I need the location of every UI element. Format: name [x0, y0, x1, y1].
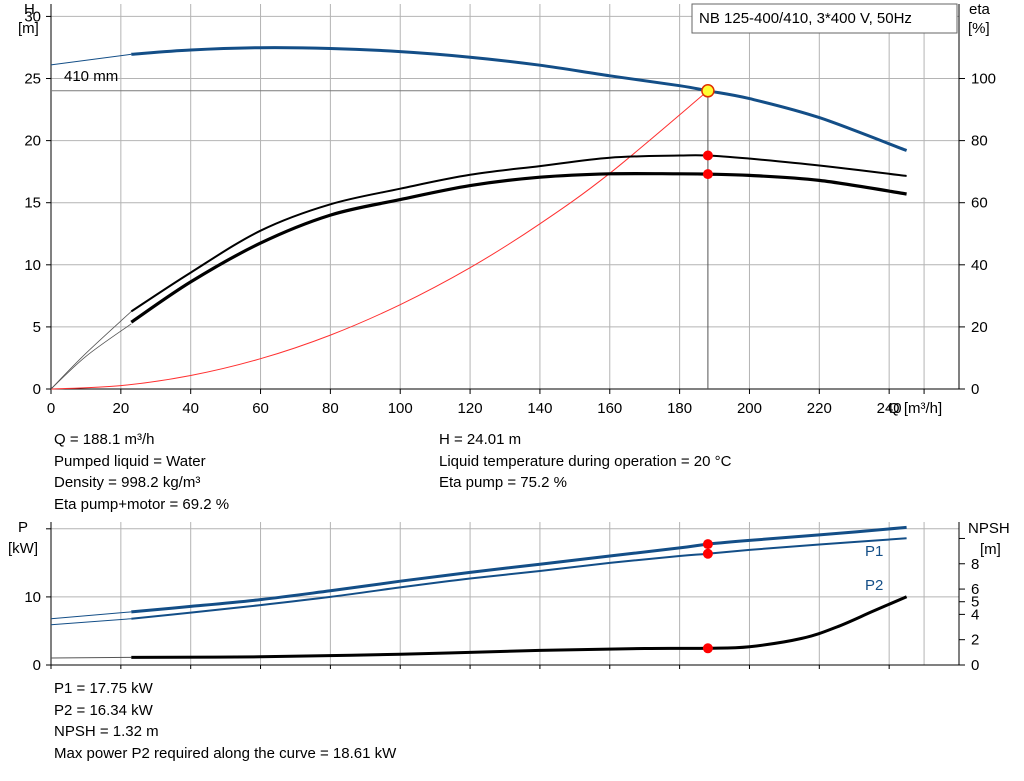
series-P1 — [131, 525, 907, 614]
y-axis-label-left: P — [18, 519, 28, 536]
tick-label-x: 80 — [322, 400, 339, 417]
series-NPSH-extension — [50, 656, 132, 659]
series-system-curve — [50, 90, 709, 390]
x-axis-label: Q [m³/h] — [888, 400, 942, 417]
result-head: H = 24.01 m — [439, 431, 522, 448]
result-temperature: Liquid temperature during operation = 20… — [439, 452, 732, 470]
tick-label-left: 5 — [33, 319, 41, 336]
series-eta_pump_motor-extension — [50, 323, 132, 390]
series-NPSH — [131, 595, 908, 659]
tick-label-left: 0 — [33, 381, 41, 398]
op-marker-NPSH — [702, 643, 713, 654]
tick-label-x: 0 — [47, 400, 55, 417]
op-marker-eta-pump — [702, 150, 713, 161]
tick-label-right: 60 — [971, 195, 988, 212]
results-top-right: H = 24.01 m Liquid temperature during op… — [439, 429, 731, 494]
tick-label-x: 200 — [737, 400, 762, 417]
tick-label-left: 20 — [24, 133, 41, 150]
y-axis-label-left: H — [24, 1, 35, 18]
op-marker-P2 — [702, 548, 713, 559]
result-max-p2: Max power P2 required along the curve = … — [54, 744, 397, 762]
tick-label-x: 120 — [458, 400, 483, 417]
tick-label-right: 4 — [971, 606, 979, 623]
series-eta_pump_motor — [130, 171, 907, 324]
series-H-extension — [50, 53, 132, 66]
tick-label-x: 20 — [113, 400, 130, 417]
tick-label-x: 100 — [388, 400, 413, 417]
result-p1: P1 = 17.75 kW — [54, 680, 153, 697]
tick-label-x: 240 — [877, 400, 902, 417]
tick-label-left: 25 — [24, 71, 41, 88]
tick-label-left: 10 — [24, 257, 41, 274]
impeller-label: 410 mm — [64, 68, 118, 85]
y-axis-unit-right: [m] — [980, 541, 1001, 558]
tick-label-right: 0 — [971, 381, 979, 398]
tick-label-x: 60 — [252, 400, 269, 417]
tick-label-left: 0 — [33, 657, 41, 674]
series-P1-extension — [50, 611, 132, 620]
tick-label-right: 5 — [971, 594, 979, 611]
result-eta-pump-motor: Eta pump+motor = 69.2 % — [54, 495, 230, 513]
title-box — [691, 3, 958, 34]
tick-label-x: 40 — [182, 400, 199, 417]
results-top-left: Q = 188.1 m³/h Pumped liquid = Water Den… — [54, 429, 229, 515]
tick-label-right: 0 — [971, 657, 979, 674]
op-marker-eta-pump-motor — [702, 169, 713, 180]
tick-label-right: 8 — [971, 556, 979, 573]
y-axis-unit-left: [kW] — [8, 540, 38, 557]
tick-label-left: 15 — [24, 195, 41, 212]
op-marker-P1 — [702, 539, 713, 550]
series-P2-extension — [50, 618, 132, 626]
tick-label-right: 20 — [971, 319, 988, 336]
tick-label-x: 220 — [807, 400, 832, 417]
y-axis-label-right: NPSH — [968, 520, 1010, 537]
y-axis-unit-right: [%] — [968, 20, 990, 37]
result-npsh: NPSH = 1.32 m — [54, 723, 159, 740]
series-label-P2: P2 — [865, 577, 883, 594]
y-axis-label-right: eta — [969, 1, 991, 18]
chart-title: NB 125-400/410, 3*400 V, 50Hz — [699, 10, 912, 27]
tick-label-x: 180 — [667, 400, 692, 417]
result-density: Density = 998.2 kg/m³ — [54, 474, 201, 491]
tick-label-right: 80 — [971, 133, 988, 150]
results-bottom: P1 = 17.75 kW P2 = 16.34 kW NPSH = 1.32 … — [54, 678, 396, 764]
tick-label-x: 140 — [527, 400, 552, 417]
series-eta_pump — [130, 154, 907, 313]
y-axis-unit-left: [m] — [18, 20, 39, 37]
result-eta-pump: Eta pump = 75.2 % — [439, 474, 567, 491]
tick-label-left: 10 — [24, 589, 41, 606]
series-eta_pump-extension — [50, 311, 132, 390]
op-marker-H — [701, 84, 715, 98]
result-p2: P2 = 16.34 kW — [54, 701, 153, 719]
tick-label-left: 30 — [24, 8, 41, 25]
series-H — [131, 46, 908, 152]
result-flow: Q = 188.1 m³/h — [54, 431, 155, 448]
tick-label-right: 100 — [971, 71, 996, 88]
tick-label-right: 40 — [971, 257, 988, 274]
tick-label-right: 6 — [971, 581, 979, 598]
series-P2 — [131, 537, 907, 620]
result-liquid: Pumped liquid = Water — [54, 452, 206, 470]
tick-label-x: 160 — [597, 400, 622, 417]
tick-label-right: 2 — [971, 632, 979, 649]
series-label-P1: P1 — [865, 543, 883, 560]
